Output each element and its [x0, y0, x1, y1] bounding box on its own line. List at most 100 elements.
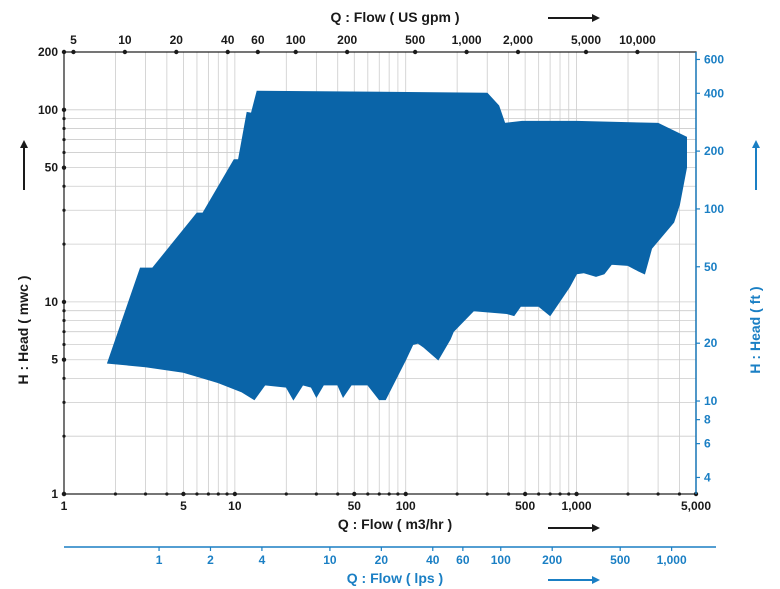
right-axis-arrow — [752, 140, 760, 190]
top-tick-dot — [225, 49, 230, 55]
left-tick-dot — [61, 107, 67, 113]
top-tick-dot — [583, 49, 589, 55]
left-minor-dot — [62, 309, 66, 313]
top-tick-label: 60 — [251, 33, 265, 47]
bottom-minor-dot — [195, 492, 199, 496]
bottom-minor-dot — [656, 492, 660, 496]
left-minor-dot — [62, 400, 66, 404]
left-tick-dot — [61, 491, 67, 497]
top-tick-label: 100 — [286, 33, 306, 47]
bottom-tick-label: 5 — [180, 499, 187, 513]
top-tick-dot — [71, 49, 76, 55]
bottom-tick-dot — [403, 491, 408, 497]
bottom-minor-dot — [165, 492, 169, 496]
top-tick-dot — [255, 49, 261, 55]
lps-tick-label: 60 — [456, 553, 470, 567]
bottom-tick-dot — [232, 491, 238, 497]
left-axis-arrow — [20, 140, 28, 190]
left-minor-dot — [62, 208, 66, 212]
top-tick-label: 5,000 — [571, 33, 601, 47]
right-tick-label: 6 — [704, 437, 711, 451]
top-tick-label: 5 — [70, 33, 77, 47]
left-minor-dot — [62, 434, 66, 438]
top-axis-arrow — [548, 14, 600, 22]
left-tick-dot — [61, 49, 67, 55]
bottom-minor-dot — [558, 492, 562, 496]
top-tick-dot — [635, 49, 640, 55]
left-minor-dot — [62, 242, 66, 246]
bottom-minor-dot — [314, 492, 318, 496]
bottom-minor-dot — [548, 492, 552, 496]
bottom-minor-dot — [387, 492, 391, 496]
bottom-minor-dot — [537, 492, 541, 496]
left-tick-dot — [61, 165, 67, 170]
left-axis-title: H : Head ( mwc ) — [15, 276, 31, 385]
left-tick-dot — [61, 357, 67, 362]
bottom-tick-dot — [522, 491, 528, 497]
right-tick-label: 50 — [704, 260, 718, 274]
lps-tick-label: 1 — [156, 553, 163, 567]
right-axis-title: H : Head ( ft ) — [747, 286, 763, 373]
top-tick-dot — [122, 49, 128, 55]
right-tick-label: 200 — [704, 144, 724, 158]
right-tick-label: 100 — [704, 202, 724, 216]
top-tick-label: 200 — [337, 33, 357, 47]
top-tick-dot — [174, 49, 179, 55]
left-tick-label: 5 — [51, 353, 58, 367]
top-tick-label: 1,000 — [452, 33, 482, 47]
bottom-minor-dot — [567, 492, 571, 496]
top-axis-title: Q : Flow ( US gpm ) — [330, 9, 459, 25]
right-tick-label: 8 — [704, 413, 711, 427]
right-tick-label: 400 — [704, 86, 724, 100]
lps-tick-label: 200 — [542, 553, 562, 567]
left-tick-label: 1 — [51, 487, 58, 501]
lps-tick-label: 40 — [426, 553, 440, 567]
bottom-tick-label: 100 — [396, 499, 416, 513]
bottom-minor-dot — [506, 492, 511, 496]
left-minor-dot — [62, 137, 66, 142]
left-minor-dot — [62, 342, 66, 347]
top-tick-dot — [412, 49, 418, 55]
bottom-minor-dot — [206, 492, 210, 496]
right-tick-label: 10 — [704, 394, 718, 408]
bottom-minor-dot — [143, 492, 148, 496]
lps-axis-arrow — [548, 576, 600, 584]
bottom-tick-dot — [181, 491, 186, 497]
bottom-tick-label: 1 — [61, 499, 68, 513]
bottom-axis-title: Q : Flow ( m3/hr ) — [338, 516, 452, 532]
bottom-tick-dot — [574, 491, 579, 497]
left-minor-dot — [62, 184, 66, 188]
top-tick-label: 10 — [118, 33, 132, 47]
lps-tick-label: 100 — [491, 553, 511, 567]
bottom-minor-dot — [336, 492, 340, 496]
bottom-axis-arrow — [548, 524, 600, 532]
lps-axis-title: Q : Flow ( lps ) — [347, 570, 443, 586]
left-tick-label: 100 — [38, 103, 58, 117]
top-tick-label: 40 — [221, 33, 235, 47]
bottom-minor-dot — [677, 492, 682, 496]
lps-tick-label: 2 — [207, 553, 214, 567]
bottom-tick-label: 5,000 — [681, 499, 711, 513]
left-tick-label: 50 — [45, 161, 59, 175]
top-tick-label: 10,000 — [619, 33, 656, 47]
lps-tick-label: 20 — [375, 553, 389, 567]
bottom-minor-dot — [113, 492, 118, 496]
left-minor-dot — [62, 376, 66, 380]
top-tick-dot — [464, 49, 469, 55]
series-layer — [106, 90, 687, 401]
bottom-minor-dot — [626, 492, 630, 496]
left-minor-dot — [62, 318, 66, 323]
bottom-minor-dot — [284, 492, 288, 496]
bottom-minor-dot — [366, 492, 370, 496]
top-tick-label: 20 — [170, 33, 184, 47]
top-tick-dot — [515, 49, 521, 55]
coverage-area-0 — [106, 90, 687, 401]
left-tick-dot — [61, 299, 67, 305]
bottom-tick-label: 500 — [515, 499, 535, 513]
top-tick-dot — [344, 49, 350, 55]
lps-tick-label: 1,000 — [657, 553, 687, 567]
bottom-minor-dot — [485, 492, 489, 496]
bottom-tick-dot — [352, 491, 357, 497]
